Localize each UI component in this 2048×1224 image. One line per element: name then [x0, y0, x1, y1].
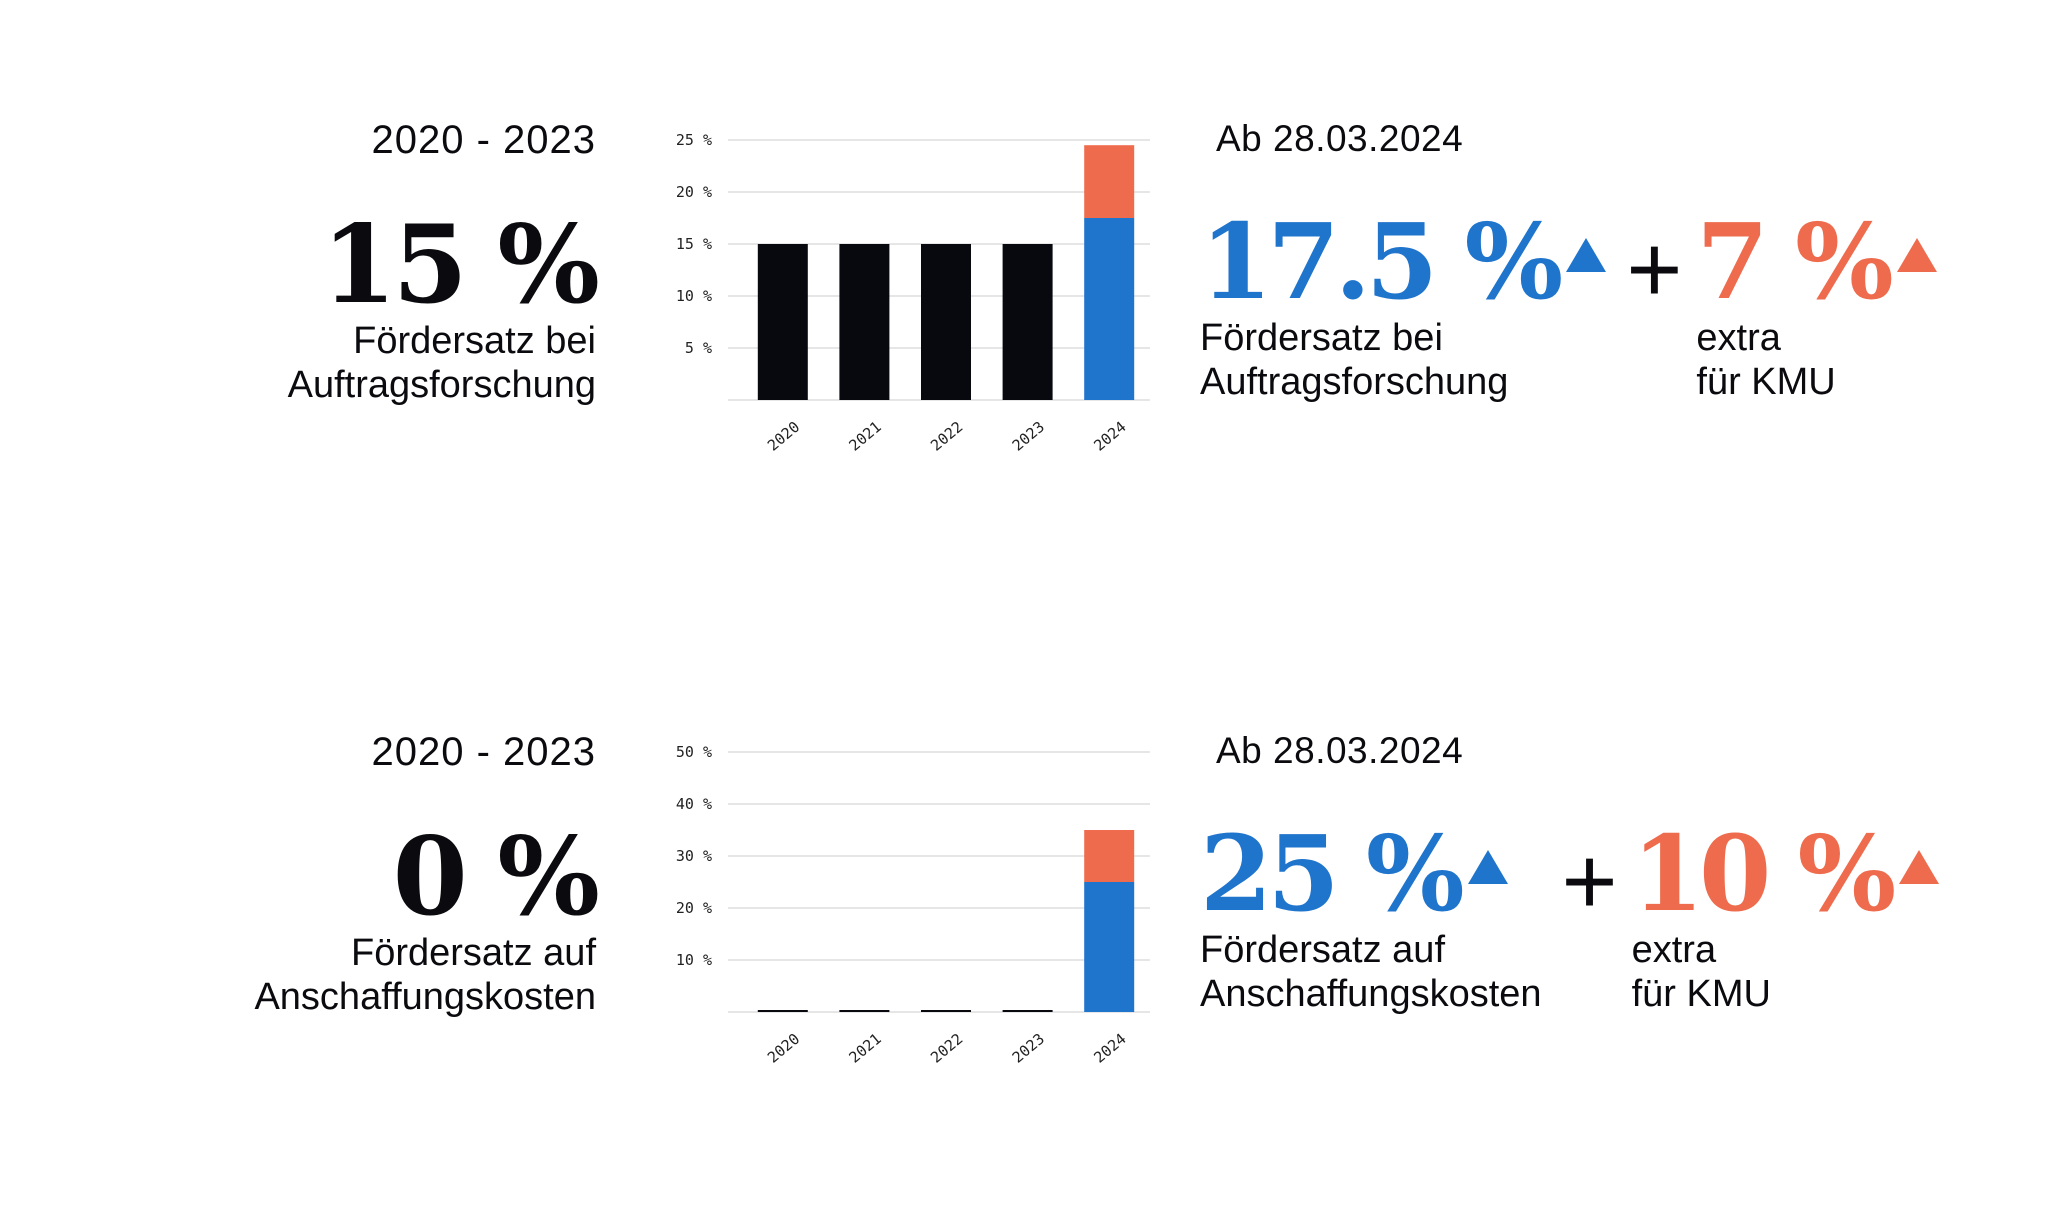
bar-2024: [1084, 145, 1135, 218]
triangle-up-icon: [1899, 850, 1940, 884]
x-tick-label: 2020: [764, 418, 803, 455]
triangle-up-icon: [1467, 850, 1508, 884]
x-tick-label: 2023: [1009, 1030, 1048, 1067]
bar-2024: [1084, 830, 1135, 882]
y-tick-label: 30 %: [676, 847, 712, 865]
before-rate: 15 %: [321, 202, 600, 328]
extra-desc-line2: für KMU: [1696, 361, 1836, 403]
after-panel: Ab 28.03.2024 25 % Fördersatz auf Anscha…: [1200, 730, 1940, 1016]
since-date: Ab 28.03.2024: [1216, 118, 1464, 159]
plus-sign: +: [1626, 216, 1683, 323]
x-tick-label: 2022: [927, 418, 966, 455]
x-tick-label: 2024: [1090, 418, 1129, 455]
bar-2021: [839, 244, 890, 400]
y-tick-label: 40 %: [676, 795, 712, 813]
before-rate: 0 %: [392, 814, 600, 940]
new-desc-line2: Anschaffungskosten: [1200, 973, 1542, 1015]
period-label: 2020 - 2023: [371, 118, 596, 162]
extra-desc-line2: für KMU: [1631, 973, 1771, 1015]
extra-desc-line1: extra: [1696, 317, 1781, 359]
before-panel: 2020 - 2023 0 % Fördersatz auf Anschaffu…: [254, 730, 600, 1019]
section-anschaffungskosten: 2020 - 2023 0 % Fördersatz auf Anschaffu…: [0, 612, 2048, 1172]
before-panel: 2020 - 2023 15 % Fördersatz bei Auftrags…: [287, 118, 600, 407]
bar-2020: [757, 244, 808, 400]
y-tick-label: 20 %: [676, 183, 712, 201]
y-tick-label: 10 %: [676, 287, 712, 305]
chart-svg: 5 % 10 % 15 % 20 % 25 % 2020 2021 2022 2023 2024: [676, 131, 1150, 455]
before-desc-line2: Auftragsforschung: [287, 364, 596, 406]
y-tick-label: 5 %: [685, 339, 712, 357]
extra-rate-group: 10 % extra für KMU: [1632, 820, 1940, 1016]
y-tick-label: 10 %: [676, 951, 712, 969]
extra-desc-line1: extra: [1631, 929, 1717, 971]
before-desc-line1: Fördersatz bei: [353, 320, 596, 362]
bar-2024: [1084, 218, 1135, 400]
x-tick-label: 2021: [846, 1030, 885, 1067]
x-tick-label: 2021: [846, 418, 885, 455]
x-tick-label: 2022: [927, 1030, 966, 1067]
bar-2023: [1002, 244, 1053, 400]
bar-2024: [1084, 882, 1135, 1012]
period-label: 2020 - 2023: [371, 730, 596, 774]
after-panel: Ab 28.03.2024 17.5 % Fördersatz bei Auft…: [1200, 118, 1937, 404]
bar-2022: [921, 244, 971, 400]
chart-auftragsforschung: 5 % 10 % 15 % 20 % 25 % 2020 2021 2022 2023 2024: [640, 120, 1160, 480]
new-rate-group: 17.5 % Fördersatz bei Auftragsforschung: [1200, 200, 1607, 404]
x-tick-label: 2024: [1090, 1030, 1129, 1067]
x-tick-label: 2023: [1009, 418, 1048, 455]
new-desc-line1: Fördersatz auf: [1200, 929, 1445, 971]
new-desc-line1: Fördersatz bei: [1200, 317, 1443, 359]
since-date: Ab 28.03.2024: [1216, 730, 1464, 771]
extra-rate: 10 %: [1631, 812, 1897, 935]
plus-sign: +: [1561, 828, 1618, 935]
before-desc-line1: Fördersatz auf: [351, 932, 596, 974]
before-desc-line2: Anschaffungskosten: [254, 976, 596, 1018]
new-rate: 17.5 %: [1200, 200, 1563, 323]
new-rate-group: 25 % Fördersatz auf Anschaffungskosten: [1200, 820, 1542, 1016]
y-tick-label: 15 %: [676, 235, 712, 253]
chart-svg: 10 % 20 % 30 % 40 % 50 % 2020 2021 2022 2023 2024: [676, 743, 1150, 1067]
x-tick-label: 2020: [764, 1030, 803, 1067]
triangle-up-icon: [1566, 238, 1607, 272]
triangle-up-icon: [1896, 238, 1937, 272]
extra-rate: 7 %: [1696, 200, 1893, 323]
section-auftragsforschung: 2020 - 2023 15 % Fördersatz bei Auftrags…: [0, 0, 2048, 560]
y-tick-label: 50 %: [676, 743, 712, 761]
y-tick-label: 20 %: [676, 899, 712, 917]
new-rate: 25 %: [1200, 812, 1465, 935]
y-tick-label: 25 %: [676, 131, 712, 149]
chart-anschaffungskosten: 10 % 20 % 30 % 40 % 50 % 2020 2021 2022 2023 2024: [640, 732, 1160, 1092]
new-desc-line2: Auftragsforschung: [1200, 361, 1509, 403]
extra-rate-group: 7 % extra für KMU: [1696, 200, 1937, 404]
